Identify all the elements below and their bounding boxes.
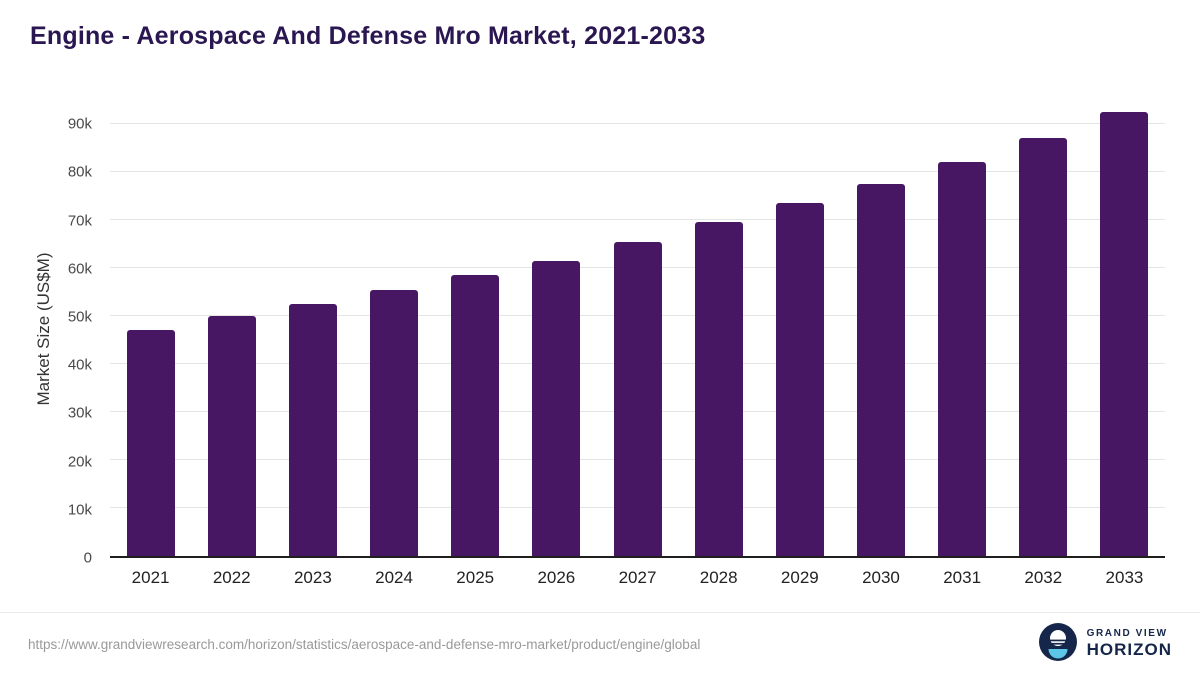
bar-2030[interactable] <box>856 184 905 556</box>
bar-2025[interactable] <box>451 275 500 556</box>
bar-2029[interactable] <box>775 203 824 556</box>
bar-2031[interactable] <box>938 162 987 556</box>
bar-2033[interactable] <box>1100 112 1149 556</box>
gridline <box>110 219 1165 220</box>
x-axis-tick-label: 2021 <box>131 568 170 587</box>
x-axis-tick-label: 2029 <box>780 568 819 587</box>
bar-2026[interactable] <box>532 260 581 556</box>
y-axis-tick-label: 90k <box>67 115 92 133</box>
x-axis-tick-label: 2023 <box>293 568 332 587</box>
bar-slot <box>191 100 272 556</box>
y-axis-tick-label: 60k <box>67 260 92 278</box>
y-axis-tick-label: 70k <box>67 212 92 230</box>
bar-slot <box>1084 100 1165 556</box>
x-axis-tick-label: 2022 <box>212 568 251 587</box>
bar-slot <box>272 100 353 556</box>
bar-2021[interactable] <box>126 330 175 556</box>
bar-2028[interactable] <box>694 222 743 556</box>
bar-slot <box>435 100 516 556</box>
x-axis-tick-label: 2028 <box>699 568 738 587</box>
bar-2022[interactable] <box>207 316 256 556</box>
x-axis-tick-label: 2032 <box>1024 568 1063 587</box>
bar-slot <box>353 100 434 556</box>
page-title: Engine - Aerospace And Defense Mro Marke… <box>30 22 706 50</box>
bar-slot <box>759 100 840 556</box>
y-axis-tick-label: 40k <box>67 356 92 374</box>
y-axis-tick-label: 10k <box>67 501 92 519</box>
x-axis-tick-label: 2027 <box>618 568 657 587</box>
gridline <box>110 123 1165 124</box>
source-url[interactable]: https://www.grandviewresearch.com/horizo… <box>28 636 701 652</box>
y-axis-tick-label: 0 <box>83 549 92 567</box>
bar-series <box>110 100 1165 556</box>
x-axis: 2021 2022 2023 2024 2025 2026 2027 2028 2029 2030… <box>110 568 1165 588</box>
footer: https://www.grandviewresearch.com/horizo… <box>0 612 1200 675</box>
y-axis-tick-label: 80k <box>67 163 92 181</box>
grandview-horizon-logo: GRAND VIEW HORIZON <box>1038 622 1172 667</box>
horizon-logo-icon <box>1038 622 1078 667</box>
bar-2024[interactable] <box>370 289 419 556</box>
y-axis-tick-label: 20k <box>67 453 92 471</box>
x-axis-tick-label: 2025 <box>456 568 495 587</box>
x-axis-tick-label: 2031 <box>943 568 982 587</box>
x-axis-tick-label: 2026 <box>537 568 576 587</box>
bar-2032[interactable] <box>1019 138 1068 556</box>
bar-slot <box>516 100 597 556</box>
logo-line-horizon: HORIZON <box>1086 639 1172 659</box>
y-axis-tick-label: 30k <box>67 404 92 422</box>
y-axis: 0 10k 20k 30k 40k 50k 60k 70k 80k 90k <box>0 100 100 567</box>
bar-slot <box>110 100 191 556</box>
x-axis-tick-label: 2033 <box>1105 568 1144 587</box>
logo-text: GRAND VIEW HORIZON <box>1087 628 1172 659</box>
gridline <box>110 171 1165 172</box>
bar-slot <box>840 100 921 556</box>
plot-area <box>110 100 1165 558</box>
y-axis-tick-label: 50k <box>67 308 92 326</box>
bar-slot <box>1003 100 1084 556</box>
bar-2027[interactable] <box>613 241 662 556</box>
bar-2023[interactable] <box>288 304 337 556</box>
bar-slot <box>922 100 1003 556</box>
x-axis-tick-label: 2024 <box>375 568 413 587</box>
x-axis-tick-label: 2030 <box>862 568 900 587</box>
bar-slot <box>678 100 759 556</box>
logo-line-grand-view: GRAND VIEW <box>1086 628 1168 640</box>
bar-slot <box>597 100 678 556</box>
